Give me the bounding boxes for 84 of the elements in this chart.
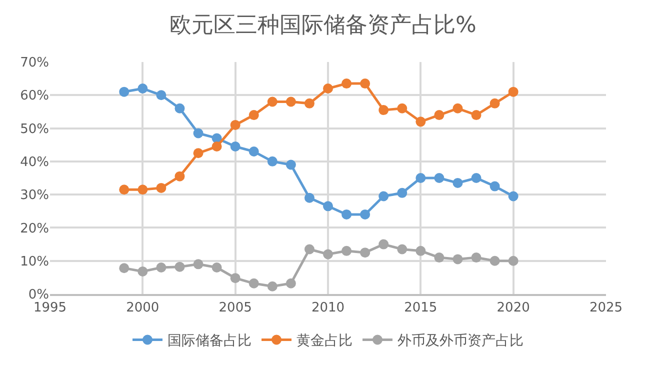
- x-tick-label: 2015: [404, 300, 438, 316]
- point: [230, 142, 240, 152]
- y-tick-label: 20%: [20, 221, 49, 236]
- point: [360, 209, 370, 220]
- legend-label: 国际储备占比: [168, 333, 252, 350]
- point: [230, 120, 240, 130]
- point: [342, 246, 352, 256]
- point: [267, 281, 278, 292]
- point: [360, 78, 370, 89]
- point: [434, 173, 444, 183]
- point: [508, 256, 518, 266]
- point: [490, 98, 500, 108]
- x-tick-label: 2025: [589, 300, 623, 316]
- x-tick-label: 1995: [33, 300, 67, 316]
- point: [452, 103, 463, 114]
- point: [119, 86, 130, 97]
- point: [323, 249, 333, 260]
- point: [397, 188, 408, 198]
- point: [508, 86, 518, 97]
- point: [416, 116, 426, 127]
- point: [174, 103, 185, 114]
- legend-label: 外币及外币资产占比: [398, 333, 524, 350]
- x-tick-label: 2020: [496, 300, 530, 316]
- point: [193, 128, 204, 138]
- y-tick-label: 50%: [20, 122, 49, 137]
- point: [416, 246, 426, 256]
- point: [267, 156, 278, 166]
- point: [286, 278, 296, 288]
- point: [378, 191, 389, 202]
- point: [156, 182, 166, 193]
- point: [397, 103, 408, 114]
- point: [434, 252, 444, 263]
- point: [323, 201, 333, 212]
- point: [323, 84, 333, 94]
- point: [452, 254, 463, 264]
- x-tick-label: 2005: [218, 300, 252, 316]
- point: [212, 142, 222, 152]
- point: [156, 262, 166, 272]
- point: [286, 160, 296, 170]
- point: [212, 262, 222, 272]
- point: [138, 84, 148, 94]
- point: [490, 181, 500, 192]
- point: [138, 266, 148, 276]
- legend-label: 黄金占比: [296, 333, 352, 350]
- point: [342, 209, 352, 220]
- point: [174, 171, 185, 182]
- point: [248, 146, 259, 156]
- y-tick-label: 10%: [20, 254, 49, 270]
- point: [248, 110, 259, 120]
- point: [138, 184, 148, 195]
- point: [471, 110, 482, 120]
- y-tick-label: 70%: [20, 56, 49, 71]
- point: [342, 78, 352, 89]
- point: [286, 96, 296, 107]
- y-tick-label: 60%: [20, 88, 49, 104]
- y-tick-label: 40%: [20, 154, 49, 170]
- point: [267, 96, 278, 107]
- y-tick-label: 0%: [28, 288, 49, 303]
- point: [119, 263, 130, 274]
- point: [508, 191, 518, 202]
- point: [434, 110, 444, 120]
- point: [193, 148, 204, 158]
- point: [490, 256, 500, 266]
- point: [452, 178, 463, 188]
- point: [304, 192, 314, 203]
- point: [360, 248, 370, 258]
- point: [416, 173, 426, 183]
- point: [471, 252, 482, 263]
- chart-title: 欧元区三种国际储备资产占比%: [170, 13, 476, 38]
- y-tick-label: 30%: [20, 188, 49, 204]
- point: [174, 262, 185, 272]
- point: [304, 98, 314, 108]
- point: [304, 244, 314, 254]
- point: [378, 239, 389, 250]
- x-tick-label: 2010: [311, 300, 345, 316]
- point: [397, 244, 408, 254]
- x-tick-label: 2000: [126, 300, 160, 316]
- point: [471, 173, 482, 183]
- point: [193, 259, 204, 270]
- point: [119, 184, 130, 195]
- point: [248, 278, 259, 288]
- point: [156, 90, 166, 100]
- point: [230, 273, 240, 284]
- point: [378, 105, 389, 116]
